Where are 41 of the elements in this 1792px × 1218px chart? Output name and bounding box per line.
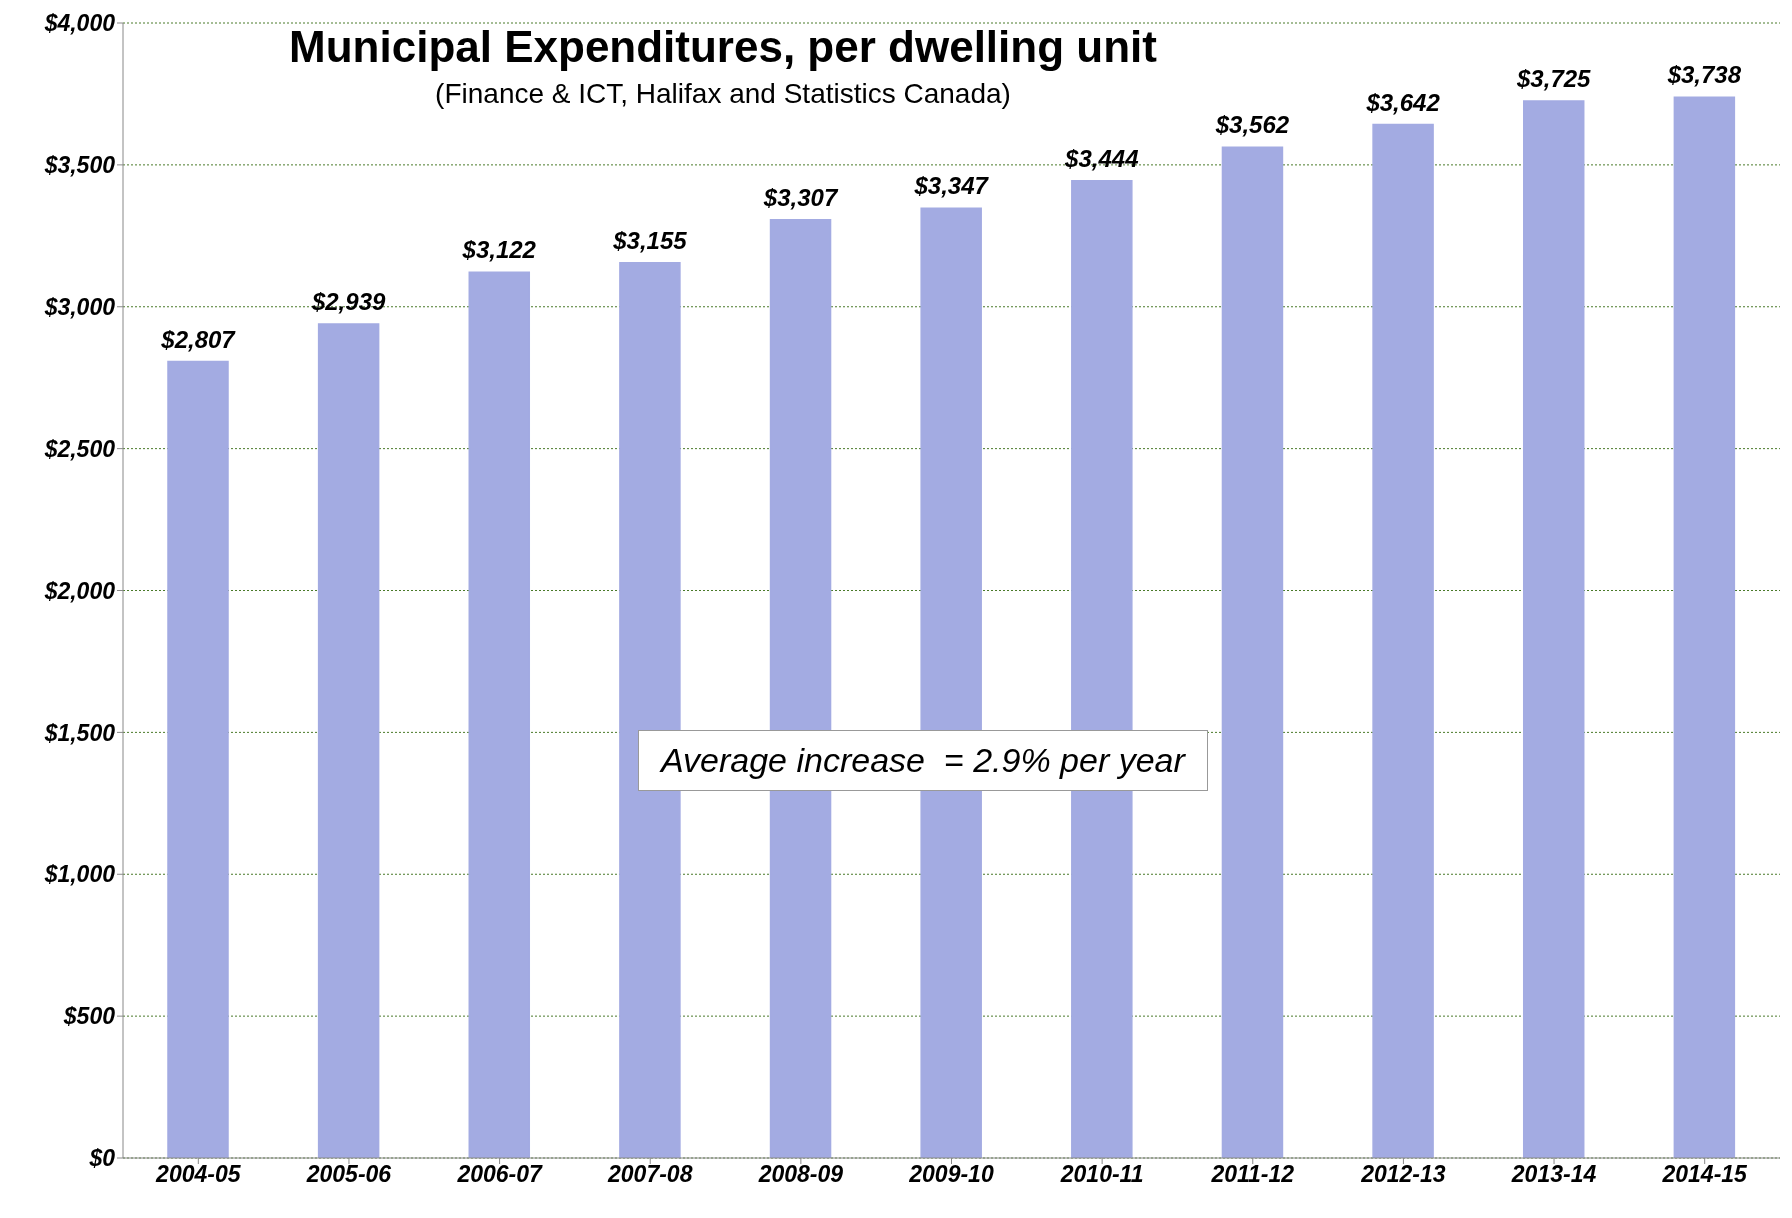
y-tick-label: $3,500 xyxy=(43,152,116,179)
x-tick-label: 2013-14 xyxy=(1510,1161,1597,1188)
text: (Finance & ICT, Halifax and Statistics Canada) xyxy=(435,78,1011,109)
x-tick-label: 2006-07 xyxy=(456,1161,543,1188)
data-label: $3,738 xyxy=(1666,61,1742,89)
data-label: $3,725 xyxy=(1516,65,1592,93)
x-tick-label: 2007-08 xyxy=(607,1161,693,1188)
x-tick-label: 2010-11 xyxy=(1059,1161,1144,1188)
x-tick-label: 2014-15 xyxy=(1661,1161,1749,1188)
data-label: $3,155 xyxy=(612,226,688,254)
data-label: $3,642 xyxy=(1365,88,1441,116)
y-tick-label: $2,000 xyxy=(43,577,116,604)
x-tick-label: 2005-06 xyxy=(305,1161,392,1188)
y-tick-label: $0 xyxy=(88,1145,116,1172)
chart-title: Municipal Expenditures, per dwelling unit xyxy=(289,22,1157,71)
y-tick-label: $1,500 xyxy=(43,719,116,746)
y-tick-label: $4,000 xyxy=(43,10,116,37)
bar xyxy=(317,323,380,1158)
y-tick-label: $1,000 xyxy=(43,861,116,888)
data-label: $3,444 xyxy=(1064,144,1139,172)
bar xyxy=(1221,146,1284,1158)
data-label: $3,562 xyxy=(1214,111,1290,139)
x-tick-label: 2012-13 xyxy=(1360,1161,1446,1188)
y-tick-label: $2,500 xyxy=(43,435,116,462)
y-tick-label: $500 xyxy=(62,1003,116,1030)
annotation: Average increase = 2.9% per year xyxy=(638,730,1208,791)
bar xyxy=(1372,123,1434,1158)
bar xyxy=(468,271,531,1158)
x-tick-label: 2011-12 xyxy=(1210,1161,1295,1188)
data-label: $3,347 xyxy=(913,172,990,200)
x-tick-label: 2009-10 xyxy=(908,1161,994,1188)
x-tick-label: 2008-09 xyxy=(757,1161,844,1188)
x-tick-label: 2004-05 xyxy=(155,1161,242,1188)
y-tick-label: $3,000 xyxy=(43,293,116,320)
data-label: $2,939 xyxy=(310,288,386,316)
data-label: $3,122 xyxy=(461,236,537,264)
data-label: $3,307 xyxy=(762,183,839,211)
bar xyxy=(1522,100,1585,1158)
data-label: $2,807 xyxy=(160,325,237,353)
bar xyxy=(167,360,229,1158)
bar xyxy=(1673,96,1736,1158)
